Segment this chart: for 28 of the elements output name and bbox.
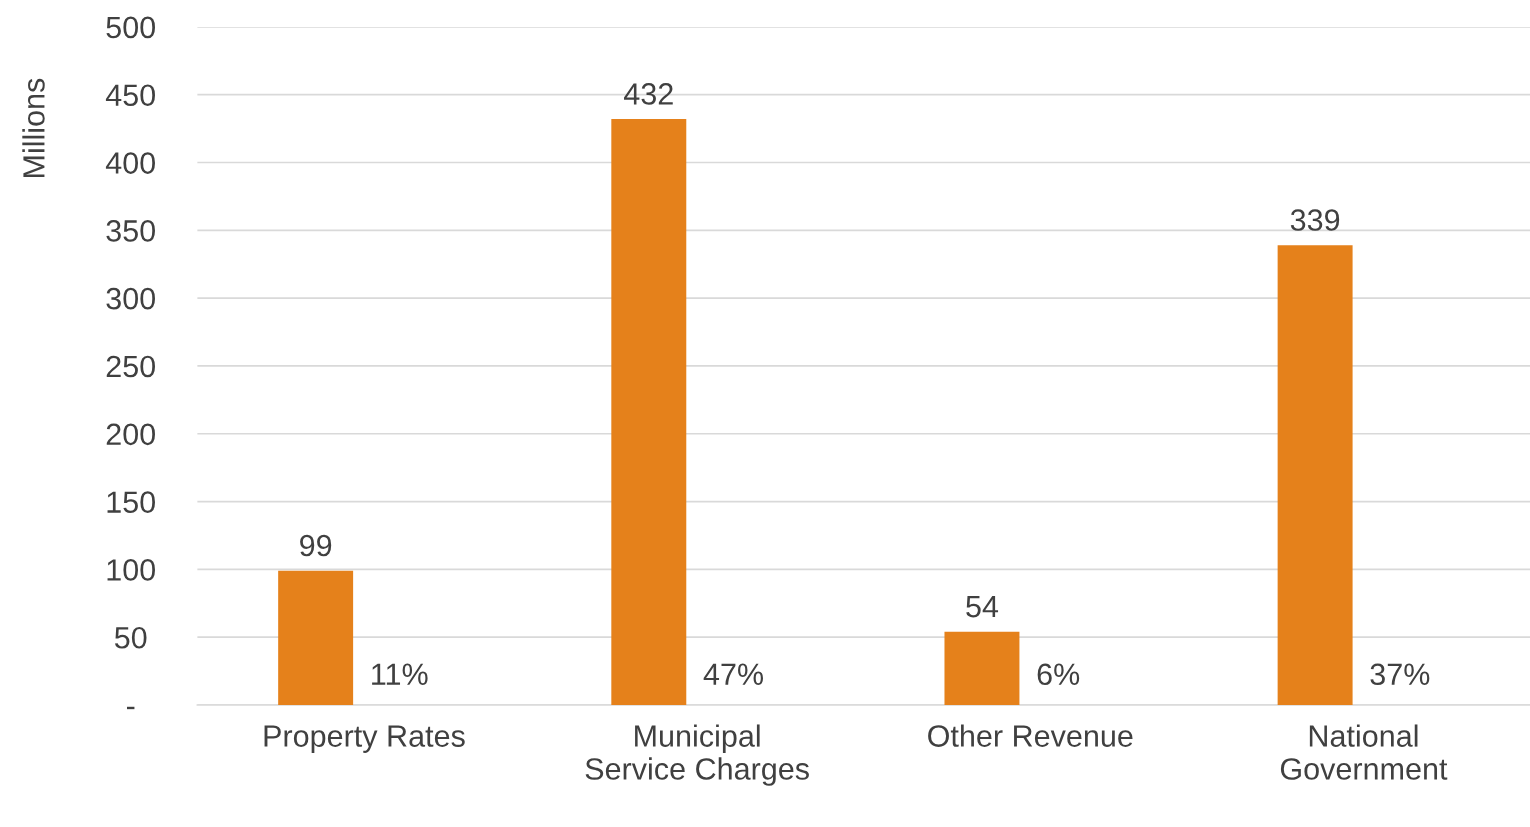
y-axis-title: Millions [22,78,45,178]
data-label: 54 [966,596,999,618]
x-tick-label: Other Revenue [928,724,1133,747]
y-tick-label: 300 [106,287,155,310]
y-tick-label: - [126,706,135,710]
x-tick-label: Property Rates [264,725,465,753]
y-tick-label: 150 [107,491,155,513]
data-label: 99 [300,534,332,557]
y-tick-label: 100 [107,559,155,581]
annotation: 6% [1037,663,1080,686]
x-tick-label: Municipal Service Charges [585,724,809,786]
y-tick-label: 450 [105,84,155,107]
annotation: 37% [1370,663,1430,686]
annotation: 47% [703,663,764,685]
y-tick-label: 500 [106,16,155,39]
y-tick-label: 200 [106,423,155,446]
bar [1277,245,1353,706]
bar [278,570,354,706]
x-tick-label: National Government [1280,724,1448,780]
annotation: 11% [372,663,428,685]
y-tick-label: 50 [114,626,147,649]
data-label: 432 [624,83,673,105]
y-tick-label: 400 [105,152,155,174]
bar [944,631,1020,706]
y-tick-label: 250 [106,355,155,378]
y-tick-label: 350 [106,220,155,242]
data-label: 339 [1290,209,1340,231]
bar [611,119,687,706]
